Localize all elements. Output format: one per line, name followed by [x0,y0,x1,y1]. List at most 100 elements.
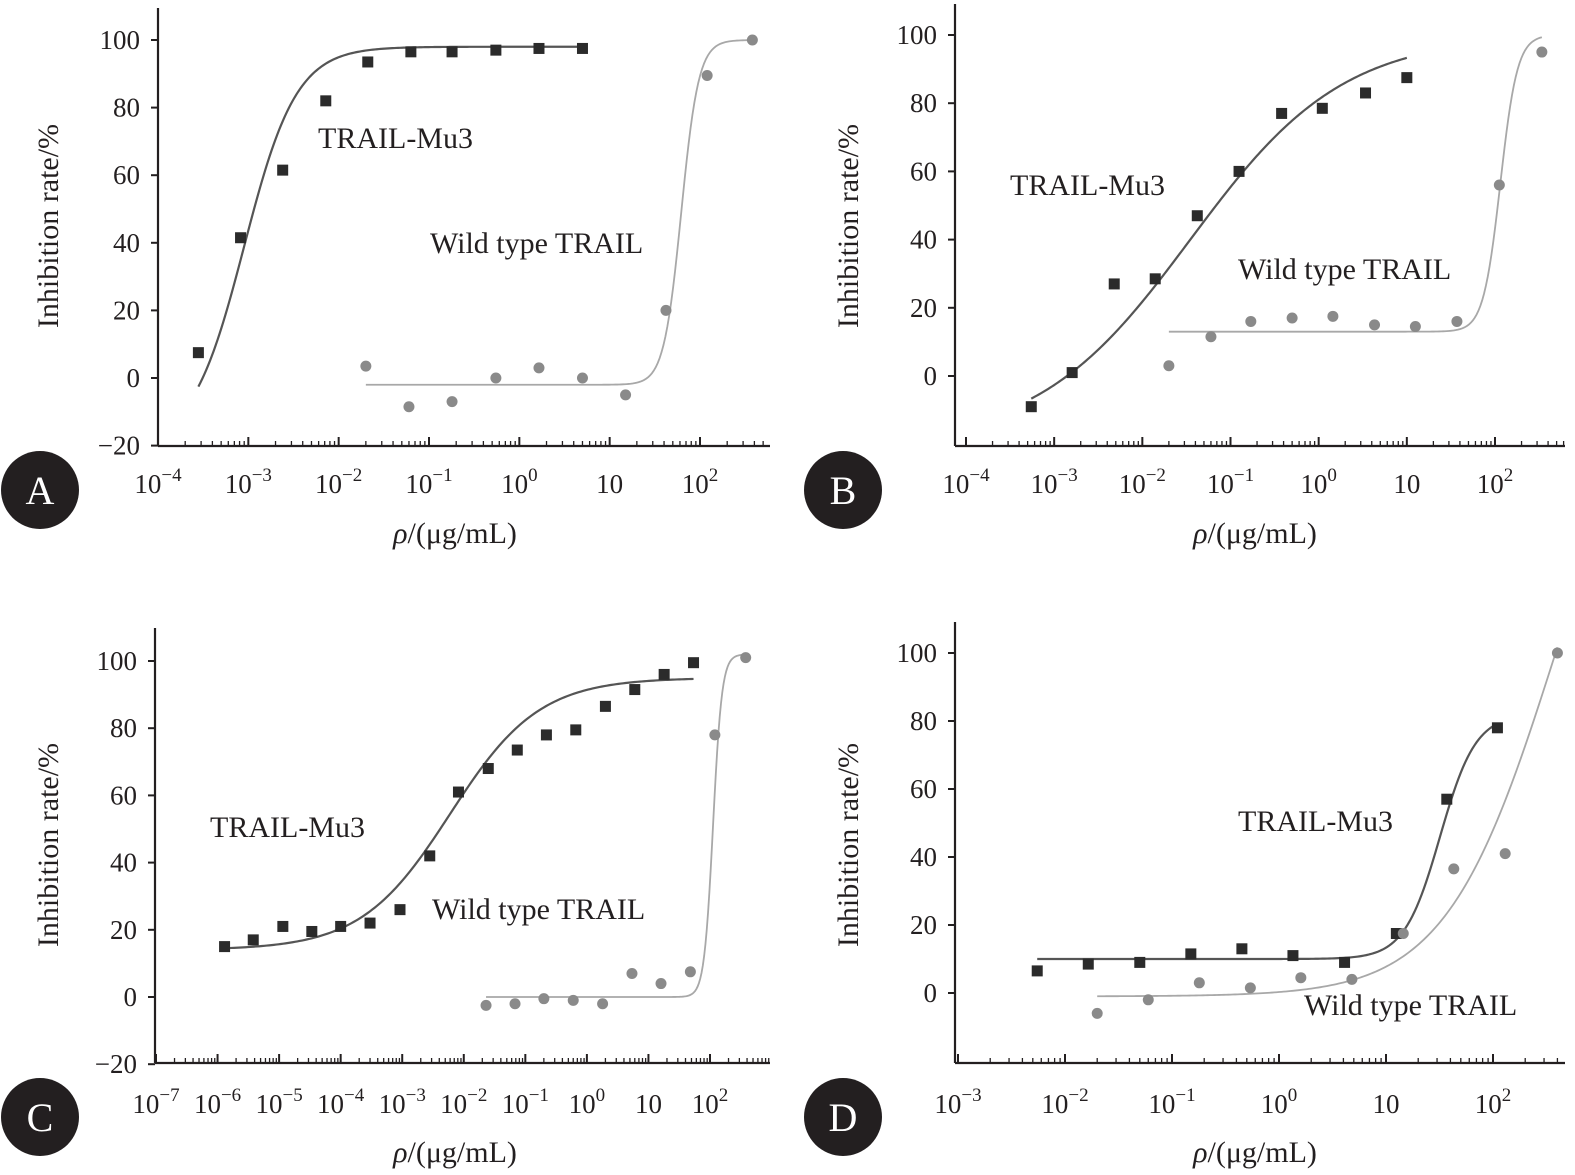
y-tick-label: 100 [897,20,938,50]
y-axis-title: Inhibition rate/% [32,743,65,947]
x-tick-label: 10−4 [942,465,990,499]
panel-badge: A [1,451,79,529]
data-point-circle [533,362,545,374]
x-tick-label: 100 [501,465,538,499]
series-label-wild-type: Wild type TRAIL [1304,989,1517,1022]
series-wild-type-trail [480,652,752,1011]
data-point-square [629,684,641,696]
data-point-circle [1493,179,1505,191]
x-tick-label: 10−6 [194,1085,241,1119]
x-tick-label: 10 [596,469,623,499]
fit-curve [224,677,694,950]
data-point-square [1339,956,1351,968]
y-tick-label: 20 [910,293,937,323]
data-point-square [277,920,289,932]
x-tick-label: 10−1 [502,1085,549,1119]
y-tick-label: −20 [98,431,140,461]
data-point-circle [567,994,579,1006]
chart-panel-d: 0 20 40 60 80 100 10−3 10−2 10−1 100 10 102 Inhibiti… [804,622,1565,1169]
data-point-square [1236,943,1248,955]
y-tick-label: 60 [110,780,137,810]
panel-badge: D [804,1078,882,1156]
data-point-square [1390,928,1402,939]
x-tick-label: 10−3 [379,1085,426,1119]
data-point-circle [1193,977,1205,989]
data-point-square [219,941,231,953]
x-axis-title: ρ/(μg/mL) [392,517,517,550]
badge-circle [1,451,79,529]
y-tick-label: 80 [110,713,137,743]
y-tick-label: −20 [95,1049,137,1079]
data-point-circle [1451,315,1463,327]
x-tick-label: 100 [569,1085,606,1119]
x-tick-label: 10 [1393,469,1420,499]
data-point-circle [1551,647,1563,659]
x-tick-label: 102 [1477,465,1514,499]
data-point-circle [620,389,632,401]
data-point-circle [509,998,521,1010]
data-point-square [192,347,204,359]
data-point-square [490,44,502,56]
data-point-square [599,700,611,712]
data-point-circle [1346,973,1358,985]
x-tick-label: 10−5 [256,1085,303,1119]
data-point-square [1066,367,1078,379]
x-tick-label: 100 [1261,1085,1298,1119]
x-tick-label: 10−2 [1041,1085,1088,1119]
panel-badge: C [1,1078,79,1156]
x-tick-label: 102 [1475,1085,1512,1119]
data-point-circle [1499,848,1511,860]
data-point-square [424,850,436,862]
y-tick-label: 20 [113,295,140,325]
data-point-square [482,763,494,775]
data-point-circle [1295,972,1307,984]
badge-letter: B [830,468,857,513]
data-point-square [1401,72,1413,84]
y-tick-label: 0 [124,982,138,1012]
y-tick-label: 80 [910,88,937,118]
y-tick-label: 40 [910,842,937,872]
series-trail-mu3 [219,657,700,953]
chart-panel-c: −20 0 20 40 60 80 100 10−7 10−6 10−5 10−4 10−3 10−2 1… [1,628,770,1169]
data-point-circle [701,69,713,81]
data-point-circle [480,999,492,1011]
data-point-square [540,729,552,741]
fit-curve [486,653,746,998]
y-tick-label: 40 [113,228,140,258]
x-tick-label: 10−4 [317,1085,365,1119]
x-tick-label: 10 [1373,1089,1400,1119]
data-point-circle [1286,312,1298,324]
data-point-square [1316,102,1328,114]
x-tick-label: 102 [692,1085,729,1119]
series-wild-type-trail [1091,646,1563,1019]
y-tick-label: 0 [924,978,938,1008]
data-point-square [247,934,259,946]
data-point-square [335,920,347,932]
badge-letter: C [27,1095,54,1140]
data-point-circle [740,652,752,664]
data-point-circle [360,360,372,372]
panel-badge: B [804,451,882,529]
data-point-circle [1245,315,1257,327]
y-tick-label: 40 [110,848,137,878]
series-label-wild-type: Wild type TRAIL [430,227,643,260]
y-tick-label: 80 [910,706,937,736]
x-tick-label: 10−2 [315,465,362,499]
x-tick-label: 10−1 [1148,1085,1195,1119]
fit-curve [1168,36,1543,333]
fit-curve [197,45,583,388]
x-tick-label: 100 [1300,465,1337,499]
data-point-circle [1163,360,1175,372]
x-tick-label: 10−3 [1031,465,1078,499]
chart-panel-a: −20 0 20 40 60 80 100 10−4 10−3 10−2 10−1 100 10 102 I… [1,8,770,550]
y-tick-label: 40 [910,225,937,255]
data-point-square [235,232,247,244]
badge-letter: D [829,1095,858,1140]
data-point-circle [1409,321,1421,333]
data-point-circle [626,967,638,979]
data-point-square [452,786,464,798]
data-point-circle [576,372,588,384]
y-tick-label: 0 [127,363,141,393]
series-label-trail-mu3: TRAIL-Mu3 [210,811,365,844]
